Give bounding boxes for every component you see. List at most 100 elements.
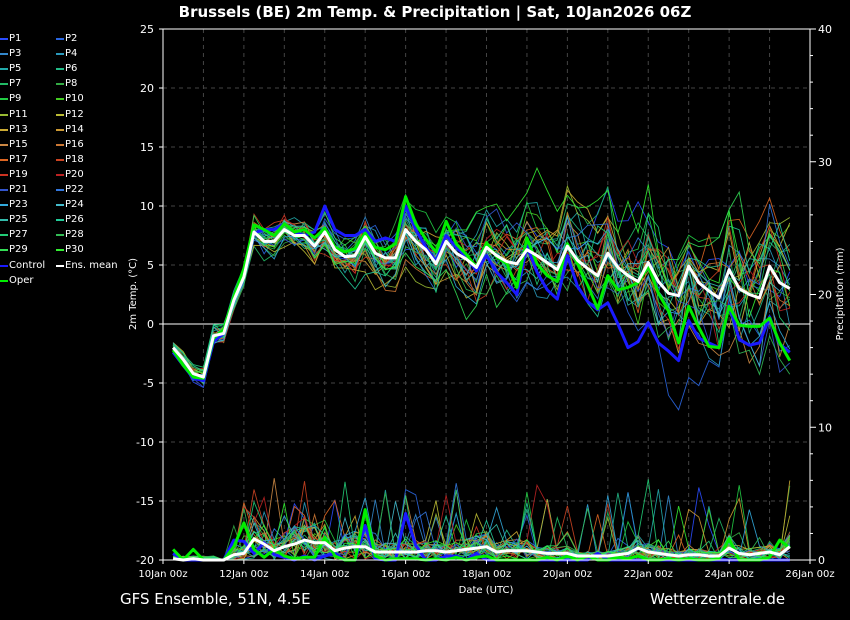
legend-label: P21 — [9, 184, 28, 195]
legend-swatch — [56, 264, 64, 267]
legend-label: P24 — [65, 199, 84, 211]
temp-line-p23 — [172, 228, 791, 377]
legend-swatch — [56, 128, 64, 131]
legend-label: P25 — [9, 214, 28, 226]
legend-label: P22 — [65, 184, 84, 195]
x-axis-label: Date (UTC) — [459, 585, 514, 596]
y-tick-label-right: 20 — [818, 289, 832, 302]
legend-swatch — [0, 53, 8, 56]
legend-swatch — [0, 83, 8, 86]
x-tick-label: 26Jan 00z — [785, 569, 834, 580]
legend-swatch — [0, 113, 8, 116]
precip-line-ens-mean — [172, 537, 791, 562]
ensemble-members — [172, 166, 791, 562]
y-tick-label-left: 20 — [140, 82, 154, 95]
legend-label: P14 — [65, 123, 84, 135]
legend-swatch — [0, 143, 8, 146]
legend-swatch — [0, 189, 8, 191]
y-tick-label-left: 5 — [147, 259, 154, 272]
y-tick-label-right: 40 — [818, 23, 832, 36]
legend-swatch — [0, 279, 8, 282]
temp-line-p5 — [172, 202, 791, 377]
footer-source: GFS Ensemble, 51N, 4.5E — [120, 590, 311, 608]
legend-label: P10 — [65, 93, 84, 105]
legend-swatch — [0, 264, 8, 267]
x-tick-label: 14Jan 00z — [300, 569, 349, 580]
y-tick-label-left: -15 — [136, 495, 154, 508]
legend-swatch — [0, 38, 8, 40]
legend-swatch — [56, 173, 64, 176]
legend-label: P26 — [65, 214, 84, 226]
legend-label: P30 — [65, 244, 84, 256]
legend-swatch — [0, 128, 8, 131]
legend-swatch — [56, 234, 64, 237]
legend-label: P23 — [9, 199, 28, 211]
legend-label: P18 — [65, 153, 84, 165]
precip-line-p23 — [173, 495, 791, 561]
legend-label: P12 — [65, 108, 84, 120]
x-tick-label: 10Jan 00z — [138, 569, 187, 580]
precip-line-p21 — [173, 526, 790, 561]
temp-line-p18 — [172, 219, 791, 378]
legend-swatch — [0, 158, 8, 161]
temp-line-p9 — [172, 198, 791, 372]
y-tick-label-right: 10 — [818, 421, 832, 434]
legend-swatch — [56, 219, 64, 222]
legend-swatch — [56, 143, 64, 146]
legend-label: P11 — [9, 108, 28, 120]
x-tick-label: 24Jan 00z — [704, 569, 753, 580]
legend-swatch — [0, 249, 8, 252]
legend-label: P1 — [9, 33, 22, 44]
temp-line-oper — [171, 195, 792, 380]
legend-label: Oper — [9, 274, 34, 286]
legend-label: P17 — [9, 153, 28, 165]
temp-line-control — [171, 204, 791, 383]
legend-label: Control — [9, 259, 46, 271]
y-tick-label-left: 15 — [140, 141, 154, 154]
y-tick-label-left: 25 — [140, 23, 154, 36]
legend-swatch — [56, 204, 64, 207]
x-tick-label: 20Jan 00z — [543, 569, 592, 580]
legend-label: P4 — [65, 48, 78, 60]
temp-line-ens-mean — [171, 228, 791, 379]
legend-label: P5 — [9, 63, 22, 75]
legend-swatch — [0, 204, 8, 207]
legend-label: P20 — [65, 168, 84, 180]
legend-swatch — [56, 113, 64, 116]
legend-label: P28 — [65, 229, 84, 241]
y-tick-label-right: 0 — [818, 554, 825, 567]
legend-swatch — [56, 98, 64, 101]
y-tick-label-left: 0 — [147, 318, 154, 331]
x-tick-label: 18Jan 00z — [462, 569, 511, 580]
legend-swatch — [0, 98, 8, 101]
legend-swatch — [56, 158, 64, 161]
legend-label: P29 — [9, 244, 28, 256]
y-tick-label-left: -10 — [136, 436, 154, 449]
legend-swatch — [56, 249, 64, 252]
legend-label: P27 — [9, 229, 28, 241]
legend-label: P19 — [9, 168, 28, 180]
legend-label: P16 — [65, 138, 84, 150]
legend-swatch — [0, 68, 8, 71]
legend-label: P8 — [65, 78, 78, 90]
legend-swatch — [56, 68, 64, 71]
y-axis-label-left: 2m Temp. (°C) — [128, 258, 139, 330]
y-axis-label-right: Precipitation (mm) — [835, 247, 846, 340]
legend-label: P2 — [65, 33, 78, 44]
x-tick-label: 16Jan 00z — [381, 569, 430, 580]
legend-swatch — [56, 83, 64, 86]
y-tick-label-left: -5 — [143, 377, 154, 390]
legend-swatch — [56, 53, 64, 56]
temp-line-p30 — [172, 166, 791, 373]
legend-swatch — [0, 173, 8, 176]
legend-label: P3 — [9, 48, 22, 60]
y-tick-label-left: -20 — [136, 554, 154, 567]
legend-swatch — [56, 189, 64, 191]
temp-line-p1 — [172, 187, 791, 389]
footer-brand: Wetterzentrale.de — [650, 590, 786, 608]
legend-label: Ens. mean — [65, 259, 118, 271]
x-tick-label: 22Jan 00z — [624, 569, 673, 580]
legend-label: P6 — [65, 63, 78, 75]
legend-swatch — [0, 234, 8, 237]
